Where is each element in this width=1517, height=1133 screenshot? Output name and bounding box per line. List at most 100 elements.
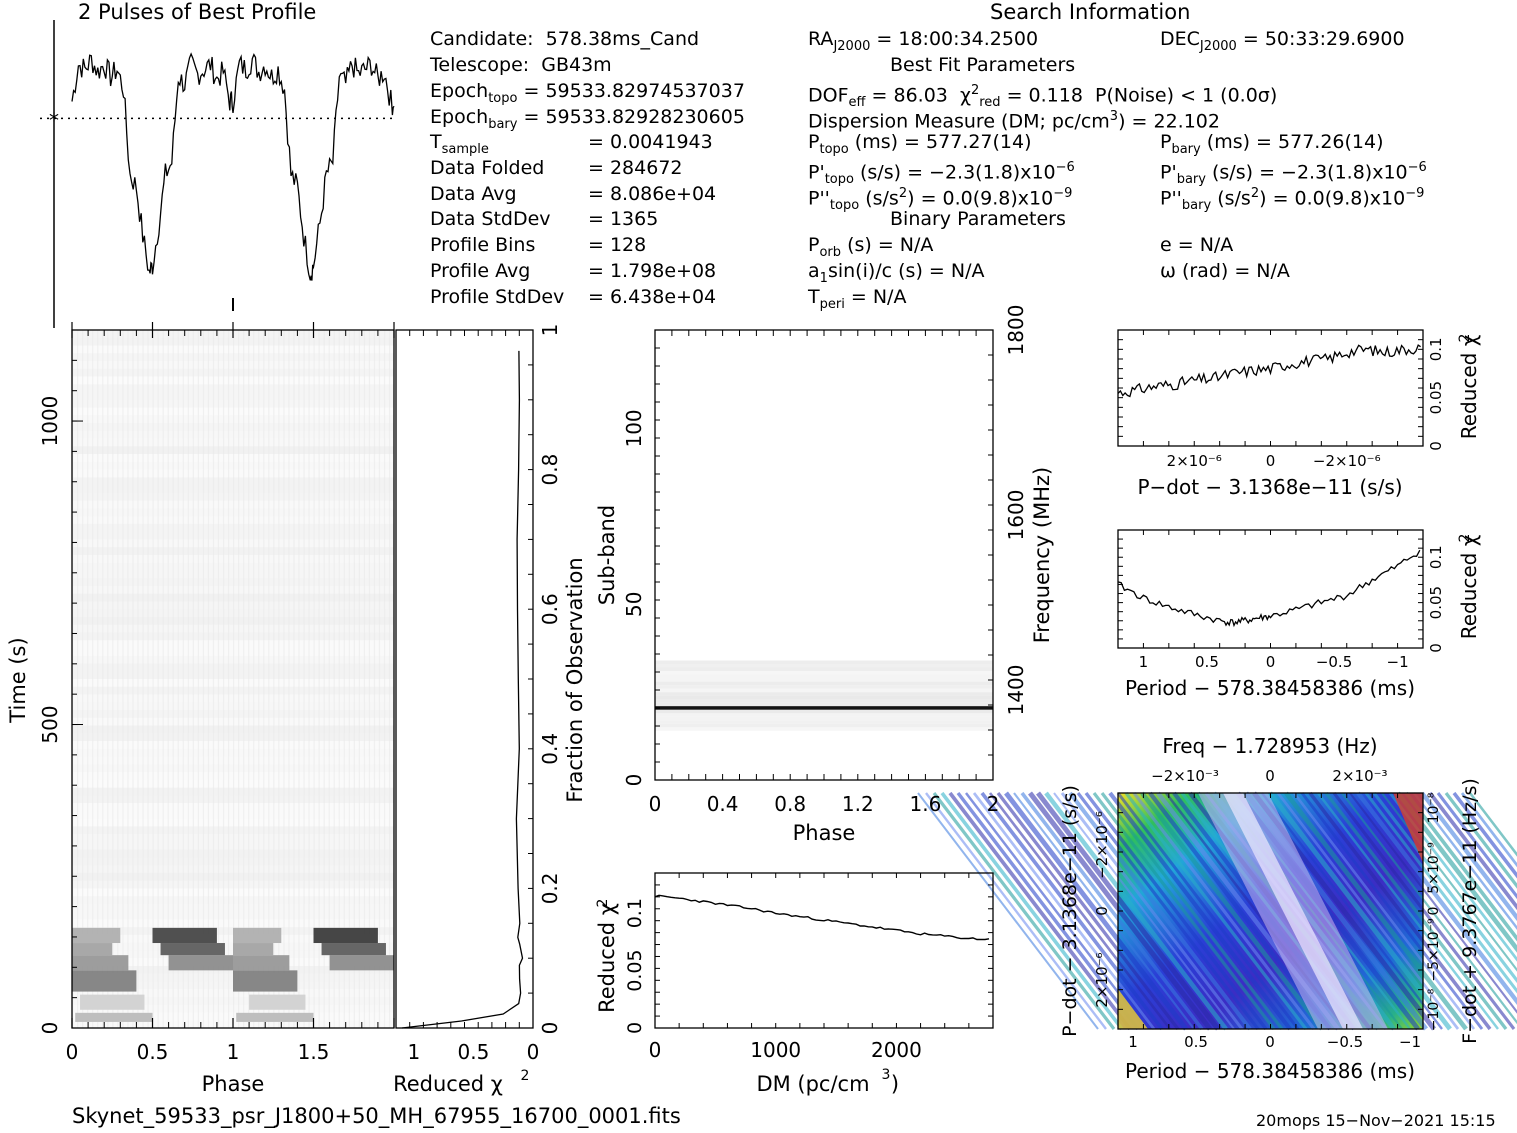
epoch-bary-sub: bary <box>488 116 518 132</box>
profile-stddev-key: Profile StdDev <box>430 286 565 308</box>
ppdot-streak <box>1372 792 1517 984</box>
profile-stddev-value: = 6.438e+04 <box>588 286 717 308</box>
subband-row <box>655 727 993 731</box>
time-phase-column <box>383 330 386 1028</box>
pdtopo-value: (s/s) = −2.3(1.8)x10 <box>860 161 1056 184</box>
time-phase-column <box>348 330 350 1028</box>
time-phase-column <box>82 330 84 1028</box>
time-phase-column <box>268 330 270 1028</box>
ppdot-x-tick-label: −0.5 <box>1327 1033 1363 1051</box>
time-phase-pulse-band <box>233 970 298 992</box>
tsample-sub: sample <box>441 141 489 157</box>
subband-freq-tick-label: 1600 <box>1004 490 1028 541</box>
time-phase-pulse-band <box>233 943 274 956</box>
dm-chi-xlabel: DM (pc/cm <box>756 1072 869 1096</box>
ppdot-streak <box>1084 791 1268 1031</box>
ppdot-streak <box>1300 792 1484 1030</box>
dm-chi-xlabel-close: ) <box>891 1072 899 1096</box>
ppdot-xlabel: Period − 578.38458386 (ms) <box>1125 1059 1415 1083</box>
ppdot-streak <box>1036 791 1220 1031</box>
dof-key: DOF <box>808 84 849 107</box>
time-phase-column <box>313 330 315 1028</box>
subband-x-tick-label: 1.6 <box>909 792 941 816</box>
time-chi-line <box>401 350 524 1029</box>
telescope-value: GB43m <box>541 54 612 76</box>
time-phase-column <box>97 330 99 1028</box>
period-chi-y-tick-label: 0.1 <box>1427 545 1445 569</box>
period-chi-ylabel-sup: 2 <box>1457 534 1473 543</box>
time-chi-x-tick-label: 0 <box>527 1040 540 1064</box>
time-chi-ylabel: Fraction of Observation <box>563 557 587 802</box>
dm-chi-y-tick-label: 0.1 <box>624 898 646 928</box>
time-phase-column <box>298 330 300 1028</box>
subband-x-tick-label: 0 <box>649 792 662 816</box>
time-phase-column <box>363 330 366 1028</box>
best-fit-title: Best Fit Parameters <box>890 54 1076 76</box>
ppdot-streak <box>1292 792 1476 1030</box>
subband-row <box>655 674 993 679</box>
epoch-topo: Epochtopo = 59533.82974537037 <box>430 80 745 110</box>
time-phase-pulse-band <box>72 955 129 971</box>
ppdot-streak <box>1020 791 1204 1031</box>
dm-value: ) = 22.102 <box>1118 110 1220 133</box>
subband-row <box>655 709 993 714</box>
time-chi-y-tick-label: 0 <box>538 1022 562 1035</box>
subband-row <box>655 692 993 696</box>
time-phase-xlabel: Phase <box>202 1072 265 1096</box>
ppdot-streak <box>996 791 1180 1031</box>
subband-row <box>655 695 993 700</box>
time-phase-column <box>388 330 391 1028</box>
epoch-topo-value: = 59533.82974537037 <box>523 80 745 102</box>
ppdot-y-tick-label: 2×10⁻⁶ <box>1093 952 1111 1007</box>
ppdot-x2-tick-label: 0 <box>1265 767 1275 785</box>
ppdot-streak <box>1452 791 1517 879</box>
pdbary-value: (s/s) = −2.3(1.8)x10 <box>1212 161 1408 184</box>
ppdot-streak <box>1068 791 1252 1031</box>
ppdot-streak <box>948 791 1132 1031</box>
ppdot-x2-tick-label: 2×10⁻³ <box>1332 767 1387 785</box>
subband-row <box>655 671 993 675</box>
subband-y-tick-label: 0 <box>622 774 646 787</box>
ppdot-streak <box>1284 791 1468 1031</box>
a1-line: a1sin(i)/c (s) = N/A <box>808 260 985 286</box>
data-avg-key: Data Avg <box>430 183 517 205</box>
time-phase-column <box>122 330 124 1028</box>
time-phase-column <box>152 330 154 1028</box>
pdot-chi-x-tick-label: 2×10⁻⁶ <box>1167 452 1222 470</box>
time-chi-frame <box>395 329 534 1029</box>
time-chi-xlabel-sup: 2 <box>521 1068 530 1084</box>
ppdot-streak <box>1364 792 1517 994</box>
time-phase-pulse-band <box>329 955 394 971</box>
data-folded-value: = 284672 <box>588 157 683 179</box>
time-phase-column <box>233 330 235 1028</box>
time-phase-column <box>107 330 109 1028</box>
telescope-key: Telescope: <box>430 54 530 76</box>
data-stddev-value: = 1365 <box>588 208 659 230</box>
time-phase-column <box>253 330 255 1028</box>
ppdot-streak <box>1317 792 1499 1030</box>
ppdot-streak <box>1341 792 1517 1025</box>
ra-value: = 18:00:34.2500 <box>876 28 1039 50</box>
time-phase-x-tick-label: 0 <box>66 1040 79 1064</box>
dm-chi-x-tick-label: 2000 <box>871 1038 922 1062</box>
time-chi-y-tick-label: 0.2 <box>538 872 562 904</box>
dm-chi-y-tick-label: 0 <box>624 1022 646 1034</box>
period-chi-y-tick-label: 0 <box>1427 643 1445 653</box>
time-phase-column <box>303 330 305 1028</box>
subband-x-tick-label: 0.8 <box>774 792 806 816</box>
pbary-line: Pbary (ms) = 577.26(14) <box>1160 131 1384 157</box>
time-phase-column <box>177 330 179 1028</box>
ra-j2000: RAJ2000 = 18:00:34.2500 <box>808 28 1039 54</box>
subband-row <box>655 699 993 703</box>
ppdot-streak <box>932 792 1116 1030</box>
time-phase-column <box>202 330 205 1028</box>
time-phase-pulse-band <box>233 955 290 971</box>
subband-row <box>655 667 993 672</box>
time-phase-pulse-band <box>152 927 217 944</box>
dof-line: DOFeff = 86.03 χ2red = 0.118 P(Noise) < … <box>808 83 1278 111</box>
dof-value: = 86.03 <box>871 84 948 107</box>
ppdot-y-tick-label: 0 <box>1093 906 1111 916</box>
pddtopo-line: P''topo (s/s2) = 0.0(9.8)x10−9 <box>808 186 1073 214</box>
ppdot-streak <box>988 792 1172 1030</box>
dm-chi-xlabel-sup: 3 <box>882 1067 891 1083</box>
